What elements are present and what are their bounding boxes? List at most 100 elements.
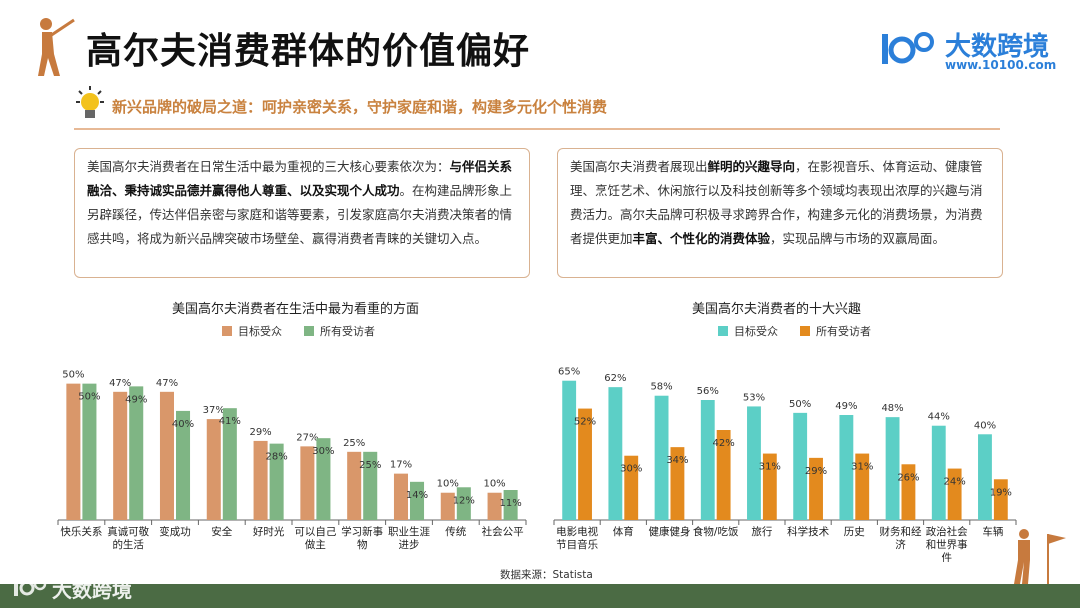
data-label: 28% (266, 452, 288, 463)
category-label: 传统 (445, 525, 466, 538)
category-label: 职业生涯 (388, 525, 430, 538)
category-label: 和世界事 (926, 538, 968, 551)
data-label: 42% (713, 438, 735, 449)
data-label: 27% (296, 432, 318, 443)
page-title: 高尔夫消费群体的价值偏好 (86, 31, 531, 72)
bar (253, 440, 268, 520)
category-label: 食物/吃饭 (693, 525, 739, 538)
legend-right: 目标受众 所有受访者 (718, 323, 871, 339)
category-label: 物 (357, 538, 368, 551)
bar (222, 408, 237, 520)
bar (503, 490, 518, 520)
bar (931, 425, 946, 520)
category-label: 财务和经 (880, 525, 922, 538)
data-label: 44% (928, 412, 950, 423)
bar (347, 451, 362, 520)
footer-logo-icon (14, 577, 47, 596)
bar (487, 492, 502, 520)
category-label: 健康健身 (649, 525, 691, 538)
data-label: 17% (390, 460, 412, 471)
category-label: 旅行 (751, 525, 772, 538)
category-label: 快乐关系 (60, 525, 102, 538)
bar (885, 417, 900, 520)
data-label: 12% (453, 495, 475, 506)
golfer-flag-icon (1014, 529, 1066, 584)
data-label: 30% (312, 446, 334, 457)
brand-name: 大数跨境 (945, 32, 1050, 62)
bar (206, 419, 221, 520)
brand-logo-icon (882, 32, 934, 64)
bar (670, 447, 685, 520)
footer-brand: 大数跨境 (52, 578, 132, 602)
legend-swatch (800, 326, 810, 336)
data-label: 10% (437, 479, 459, 490)
bar (410, 481, 425, 520)
bar (654, 395, 669, 520)
legend-swatch (304, 326, 314, 336)
data-label: 48% (881, 403, 903, 414)
bar (113, 391, 128, 520)
category-label: 政治社会 (926, 525, 968, 538)
category-label: 节目音乐 (556, 538, 598, 551)
bar (66, 383, 81, 520)
category-label: 历史 (844, 526, 865, 538)
category-label: 学习新事 (341, 525, 383, 538)
legend-label: 所有受访者 (320, 325, 375, 338)
category-label: 变成功 (159, 525, 191, 538)
data-label: 62% (604, 373, 626, 384)
bar (700, 400, 715, 520)
bar (300, 446, 315, 520)
data-label: 26% (897, 472, 919, 483)
insight-box-left: 美国高尔夫消费者在日常生活中最为重视的三大核心要素依次为：与伴侣关系融洽、秉持诚… (74, 148, 530, 278)
bar (316, 438, 331, 520)
bar (176, 410, 191, 520)
category-label: 好时光 (253, 525, 285, 538)
subtitle: 新兴品牌的破局之道：呵护亲密关系，守护家庭和谐，构建多元化个性消费 (112, 98, 608, 116)
box-text: 美国高尔夫消费者展现出 (570, 159, 708, 174)
box-text: 美国高尔夫消费者在日常生活中最为重视的三大核心要素依次为： (87, 159, 450, 174)
data-label: 53% (743, 392, 765, 403)
data-label: 14% (406, 490, 428, 501)
box-bold-text: 鲜明的兴趣导向 (707, 159, 796, 174)
legend-swatch (222, 326, 232, 336)
bar (762, 453, 777, 520)
category-label: 进步 (399, 539, 420, 551)
data-label: 47% (156, 378, 178, 389)
bar (393, 473, 408, 520)
data-label: 52% (574, 417, 596, 428)
box-bold-text: 丰富、个性化的消费体验 (632, 231, 771, 246)
bar (608, 387, 623, 520)
chart-title-right: 美国高尔夫消费者的十大兴趣 (692, 302, 862, 317)
box-text: 。在构建品牌形象上另辟蹊径，传达伴侣亲密与家庭和谐等要素，引发家庭高尔夫消费决策… (87, 183, 513, 246)
bar (578, 408, 592, 520)
data-label: 19% (990, 487, 1012, 498)
bar (562, 380, 577, 520)
bar (159, 391, 174, 520)
bar (269, 443, 284, 520)
category-label: 科学技术 (787, 525, 829, 538)
category-label: 电影电视 (556, 525, 598, 538)
data-label: 24% (944, 477, 966, 488)
data-label: 40% (172, 419, 194, 430)
data-label: 49% (835, 401, 857, 412)
insight-box-right: 美国高尔夫消费者展现出鲜明的兴趣导向，在影视音乐、体育运动、健康管理、烹饪艺术、… (557, 148, 1003, 278)
source-note: 数据来源：Statista (500, 569, 593, 581)
data-label: 41% (219, 416, 241, 427)
legend-swatch (718, 326, 728, 336)
bar (716, 430, 731, 520)
data-label: 49% (125, 394, 147, 405)
bar (839, 415, 854, 520)
category-label: 体育 (613, 525, 634, 538)
chart-title-left: 美国高尔夫消费者在生活中最为看重的方面 (172, 302, 420, 317)
bar (747, 406, 761, 520)
data-label: 56% (697, 386, 719, 397)
bar (855, 453, 870, 520)
box-bold-text: 与伴侣关系融洽、秉持诚实品德并赢得他人尊重、以及实现个人成功 (87, 159, 513, 198)
divider (74, 128, 1000, 130)
bar (947, 468, 962, 520)
bar (901, 464, 916, 520)
category-label: 安全 (211, 525, 232, 538)
data-label: 31% (759, 462, 781, 473)
category-label: 可以自己 (294, 525, 336, 538)
